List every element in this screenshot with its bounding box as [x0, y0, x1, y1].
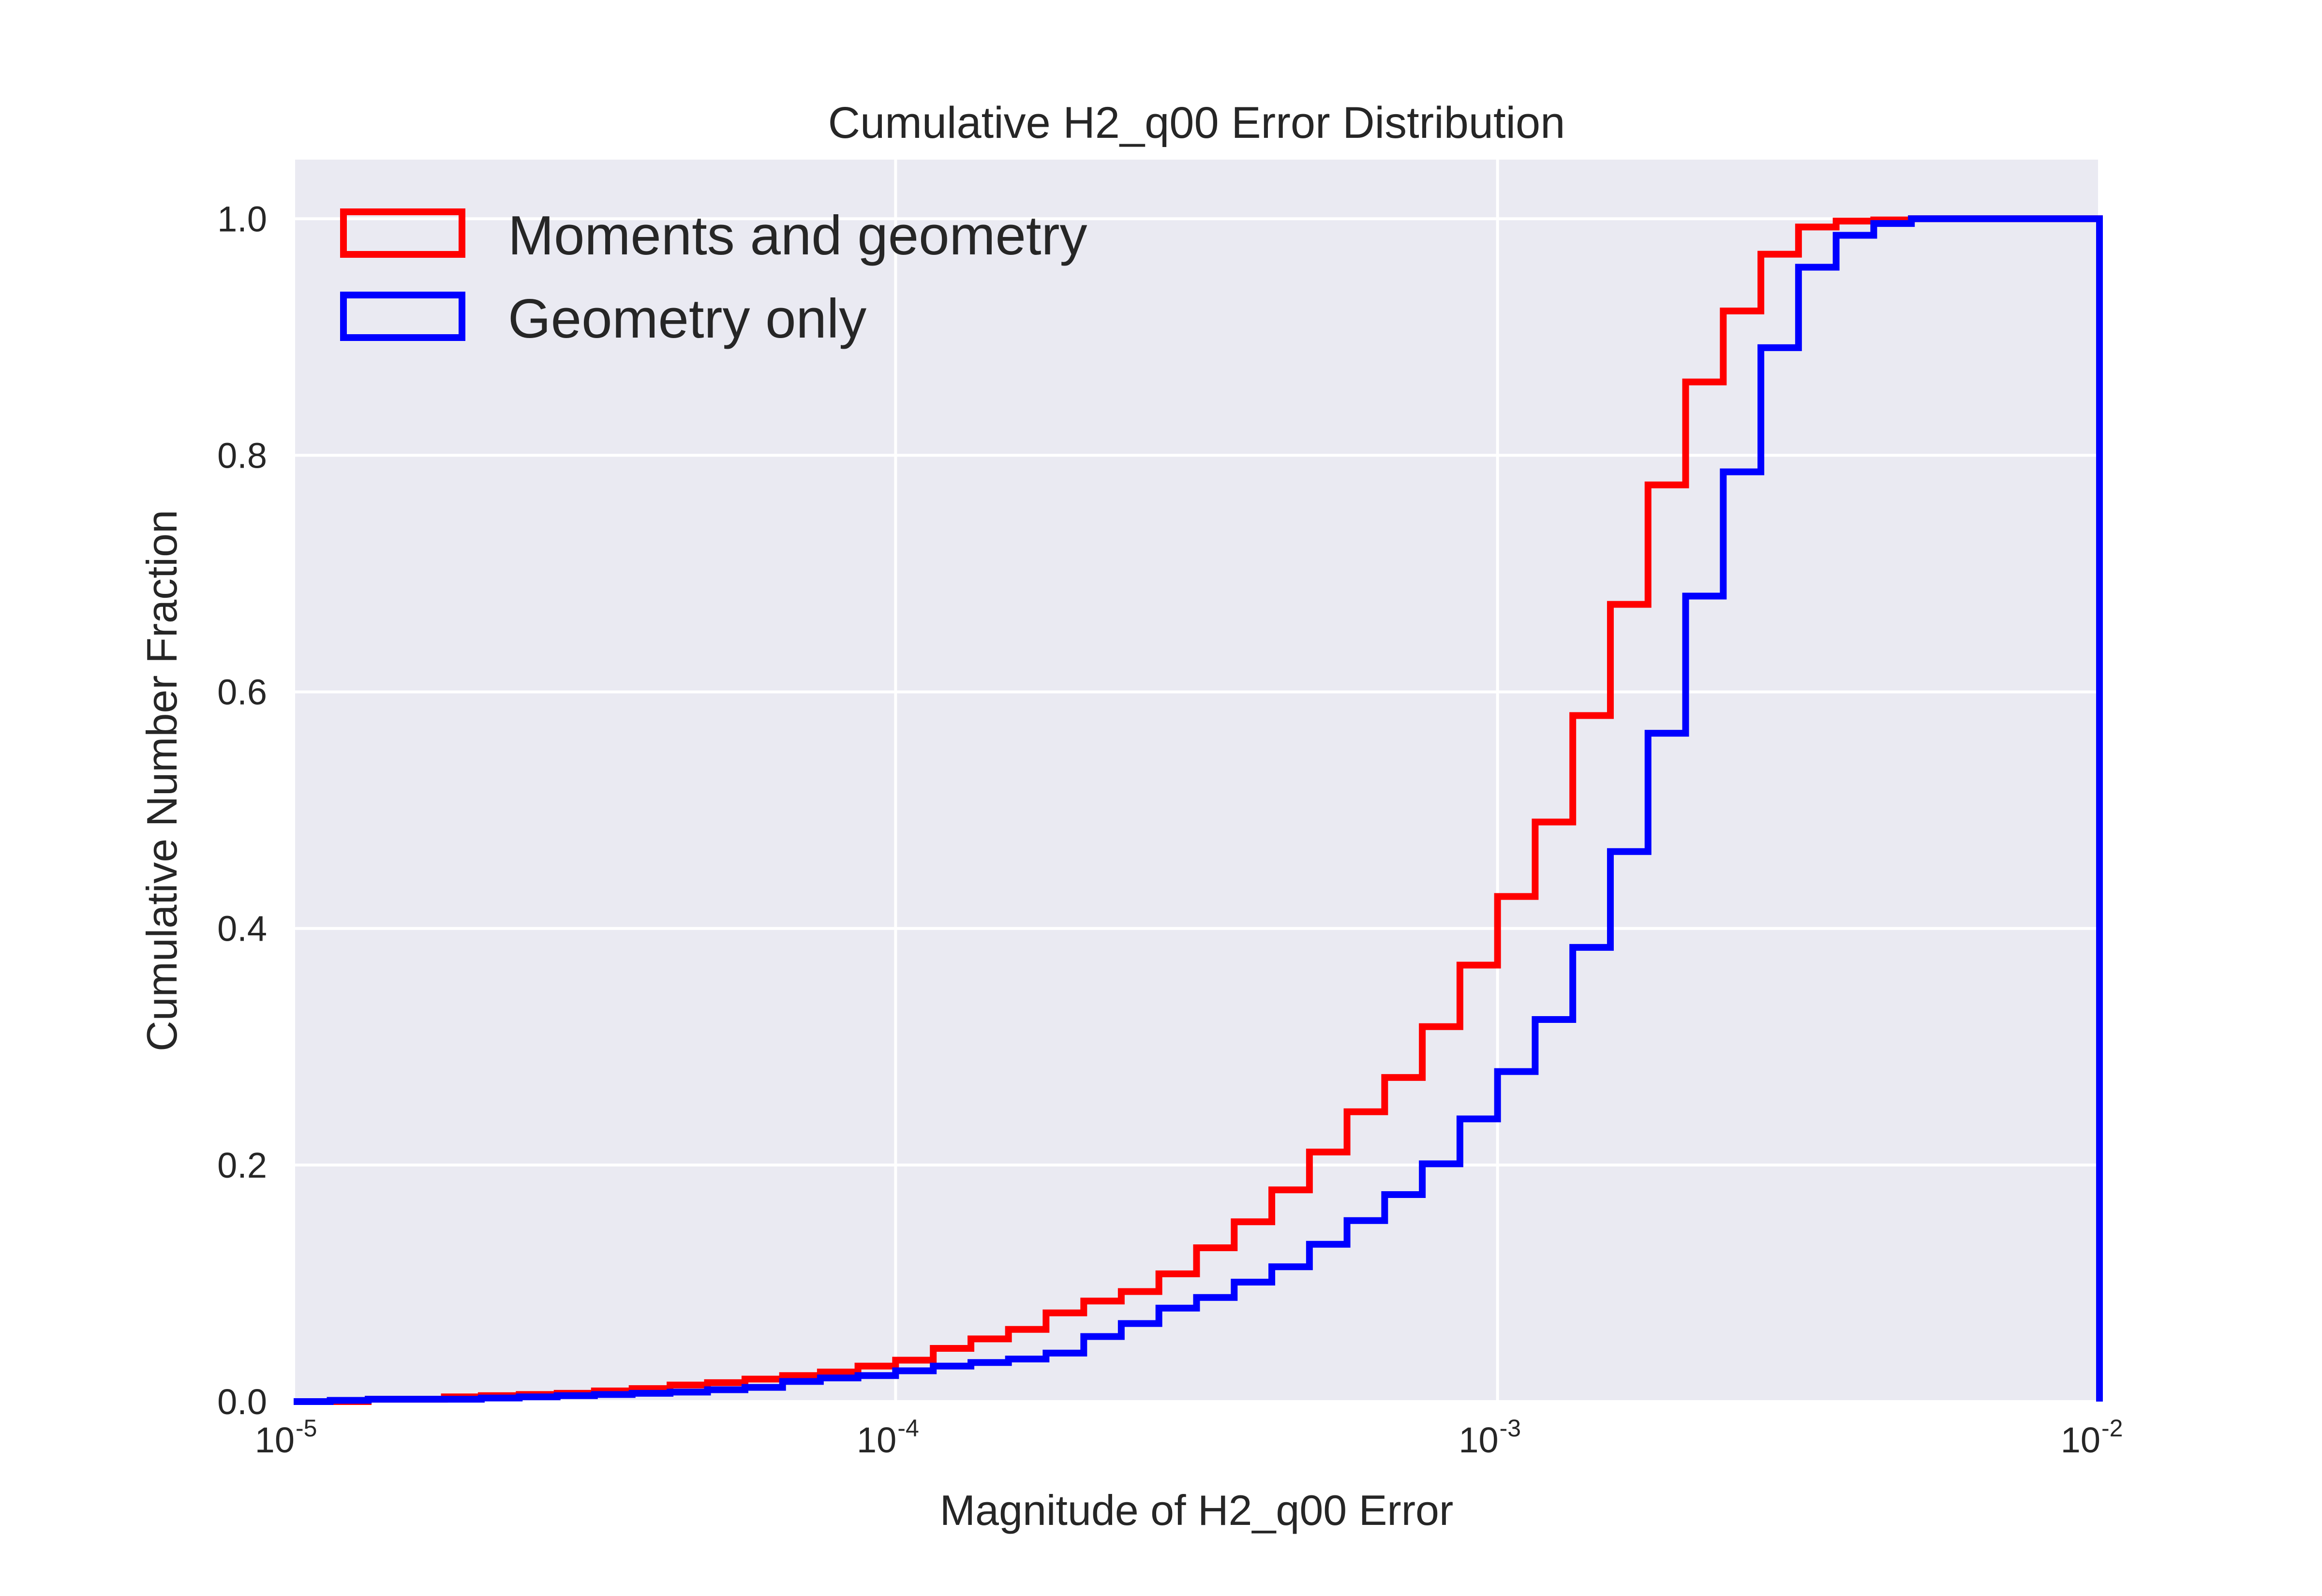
x-tick-base: 10	[1459, 1420, 1498, 1460]
x-tick-label: 10 -5	[255, 1415, 317, 1460]
x-tick-exponent: -3	[1500, 1415, 1521, 1442]
x-tick-label: 10 -3	[1459, 1415, 1521, 1460]
x-tick-base: 10	[2061, 1420, 2100, 1460]
y-tick-label: 0.4	[217, 909, 267, 949]
y-tick-label: 0.8	[217, 435, 267, 475]
x-tick-base: 10	[255, 1420, 295, 1460]
legend: Moments and geometry Geometry only	[340, 205, 1087, 350]
y-axis-label: Cumulative Number Fraction	[138, 510, 186, 1051]
series-step-line	[294, 215, 2103, 1405]
y-tick-label: 0.0	[217, 1382, 267, 1422]
x-tick-label: 10 -4	[857, 1415, 919, 1460]
series-layer	[294, 215, 2103, 1405]
legend-label: Moments and geometry	[508, 205, 1087, 266]
x-tick-label: 10 -2	[2061, 1415, 2123, 1460]
legend-label: Geometry only	[508, 288, 866, 350]
x-tick-exponent: -5	[296, 1415, 317, 1442]
legend-swatch	[340, 208, 465, 258]
x-axis-label: Magnitude of H2_q00 Error	[940, 1486, 1454, 1534]
plot-area	[294, 160, 2099, 1402]
grid	[292, 160, 2101, 1403]
y-tick-label: 1.0	[217, 199, 267, 239]
legend-item: Moments and geometry	[340, 205, 1087, 266]
legend-swatch	[340, 292, 465, 341]
series-step-line	[294, 215, 2103, 1405]
y-tick-label: 0.2	[217, 1145, 267, 1185]
y-tick-label: 0.6	[217, 672, 267, 712]
legend-item: Geometry only	[340, 288, 866, 350]
x-tick-base: 10	[857, 1420, 896, 1460]
y-tick-labels: 0.0 0.2 0.4 0.6 0.8 1.0	[217, 199, 267, 1422]
chart-title: Cumulative H2_q00 Error Distribution	[828, 98, 1565, 148]
x-tick-exponent: -4	[897, 1415, 919, 1442]
x-tick-exponent: -2	[2101, 1415, 2123, 1442]
x-tick-labels: 10 -5 10 -4 10 -3 10 -2	[255, 1415, 2123, 1460]
